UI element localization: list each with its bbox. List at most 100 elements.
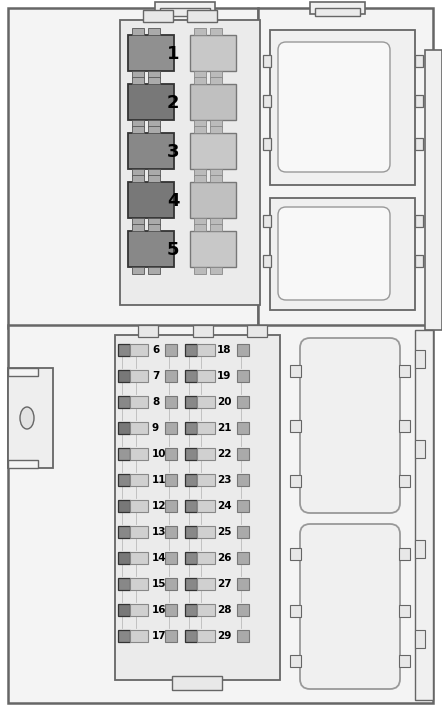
Bar (210, 77, 222, 84)
Bar (194, 28, 206, 35)
Bar (237, 344, 249, 356)
Text: 17: 17 (152, 631, 167, 641)
Bar (8, 368, 38, 376)
Text: 16: 16 (152, 605, 167, 615)
Bar (143, 10, 173, 22)
Bar (415, 215, 423, 227)
Bar (118, 448, 130, 460)
Bar (237, 500, 249, 512)
Bar (399, 548, 410, 560)
Bar (118, 422, 130, 434)
Bar (237, 396, 249, 408)
FancyBboxPatch shape (300, 338, 400, 513)
Bar (237, 448, 249, 460)
Bar (138, 325, 158, 337)
Bar (128, 133, 174, 169)
Bar (130, 448, 148, 460)
Bar (118, 604, 130, 616)
Bar (415, 138, 423, 150)
Text: 12: 12 (152, 501, 167, 511)
Bar (128, 35, 174, 71)
Bar (185, 552, 197, 564)
Bar (165, 552, 177, 564)
Bar (197, 396, 215, 408)
Bar (132, 267, 144, 274)
Bar (197, 552, 215, 564)
Bar (194, 175, 206, 182)
Bar (165, 526, 177, 538)
Bar (165, 578, 177, 590)
Bar (148, 126, 160, 133)
Bar (130, 552, 148, 564)
Bar (130, 630, 148, 642)
Text: 2: 2 (167, 94, 179, 112)
Bar (263, 55, 271, 67)
Bar (132, 77, 144, 84)
Bar (165, 474, 177, 486)
Bar (237, 422, 249, 434)
Bar (190, 35, 236, 71)
Text: 7: 7 (152, 371, 160, 381)
Text: 10: 10 (152, 449, 167, 459)
Bar (197, 344, 215, 356)
Bar (190, 182, 236, 218)
Bar (210, 267, 222, 274)
Bar (237, 474, 249, 486)
Text: 1: 1 (167, 45, 179, 63)
Text: 24: 24 (217, 501, 232, 511)
Bar (193, 325, 213, 337)
Bar (165, 370, 177, 382)
Bar (237, 578, 249, 590)
Bar (148, 169, 160, 176)
Bar (263, 138, 271, 150)
Bar (130, 500, 148, 512)
Text: 25: 25 (217, 527, 232, 537)
Bar (132, 175, 144, 182)
Bar (132, 120, 144, 127)
Text: 27: 27 (217, 579, 232, 589)
Bar (132, 28, 144, 35)
Bar (172, 676, 222, 690)
Bar (130, 526, 148, 538)
Bar (118, 370, 130, 382)
Bar (128, 84, 174, 120)
Bar (185, 526, 197, 538)
Bar (415, 255, 423, 267)
Bar (210, 169, 222, 176)
Bar (197, 448, 215, 460)
Bar (263, 95, 271, 107)
Bar (165, 344, 177, 356)
Bar (185, 422, 197, 434)
Bar (130, 474, 148, 486)
Bar (148, 71, 160, 78)
Bar (165, 422, 177, 434)
Bar (399, 365, 410, 377)
Bar (118, 500, 130, 512)
Bar (263, 215, 271, 227)
Bar (210, 175, 222, 182)
Bar (194, 126, 206, 133)
Bar (197, 500, 215, 512)
Bar (415, 330, 433, 700)
Bar (210, 120, 222, 127)
Text: 19: 19 (217, 371, 231, 381)
Bar (132, 224, 144, 231)
FancyBboxPatch shape (300, 524, 400, 689)
Bar (415, 350, 425, 368)
Bar (197, 526, 215, 538)
Text: 13: 13 (152, 527, 167, 537)
Bar (130, 344, 148, 356)
Text: 11: 11 (152, 475, 167, 485)
Bar (185, 344, 197, 356)
Bar (185, 370, 197, 382)
Bar (290, 365, 301, 377)
Bar (263, 255, 271, 267)
Bar (8, 8, 258, 328)
Bar (315, 8, 360, 16)
Bar (118, 396, 130, 408)
Bar (310, 2, 365, 14)
Bar (165, 396, 177, 408)
Bar (290, 548, 301, 560)
Bar (185, 630, 197, 642)
Bar (194, 120, 206, 127)
